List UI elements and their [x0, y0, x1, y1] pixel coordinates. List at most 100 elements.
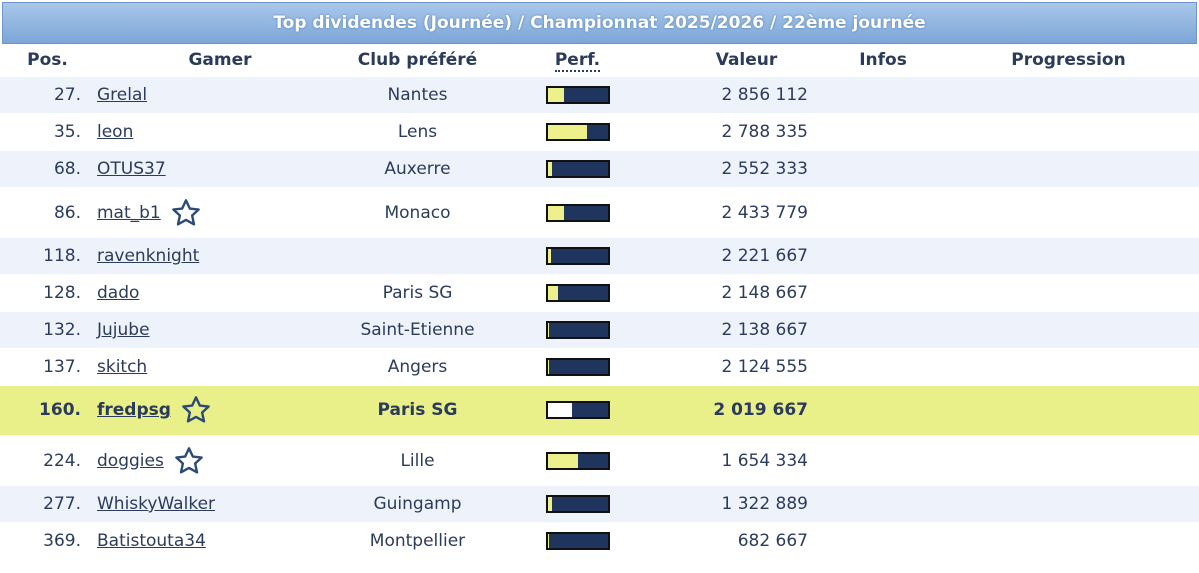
gamer-link[interactable]: doggies [97, 450, 164, 471]
table-row: 128. dado Paris SG 2 148 667 [0, 274, 1199, 312]
infos-cell [828, 522, 938, 560]
perf-bar [545, 247, 610, 265]
col-header-pos: Pos. [27, 50, 68, 70]
favorite-club: Monaco [345, 187, 490, 238]
perf-cell [490, 386, 665, 436]
gamer-link[interactable]: Grelal [97, 85, 148, 105]
perf-bar [545, 451, 610, 470]
gamer-link[interactable]: fredpsg [97, 400, 171, 421]
favorite-club: Lens [345, 113, 490, 151]
perf-bar-fill [547, 162, 553, 176]
perf-bar-fill [547, 453, 578, 468]
perf-cell [490, 485, 665, 523]
gamer-link[interactable]: skitch [97, 357, 148, 378]
gamer-cell: Jujube [95, 311, 345, 349]
gamer-cell: leon [95, 113, 345, 151]
perf-cell [490, 113, 665, 151]
table-row: 224. doggies Lille 1 654 334 [0, 435, 1199, 486]
gamer-link[interactable]: dado [97, 283, 140, 303]
infos-cell [828, 348, 938, 386]
rank-position: 68. [0, 150, 95, 188]
perf-cell [490, 76, 665, 114]
progression-cell [938, 150, 1199, 188]
perf-bar [545, 321, 610, 339]
perf-bar-fill [547, 286, 559, 300]
perf-cell [490, 348, 665, 386]
valeur: 2 124 555 [665, 348, 828, 386]
rank-position: 137. [0, 348, 95, 386]
rank-position: 118. [0, 237, 95, 275]
col-header-gamer: Gamer [188, 50, 252, 70]
favorite-club [345, 237, 490, 275]
gamer-cell: OTUS37 [95, 150, 345, 188]
perf-cell [490, 187, 665, 238]
valeur: 1 322 889 [665, 485, 828, 523]
perf-bar [545, 123, 610, 141]
progression-cell [938, 522, 1199, 560]
gamer-link[interactable]: mat_b1 [97, 202, 161, 223]
gamer-link[interactable]: WhiskyWalker [97, 494, 216, 514]
table-row: 277. WhiskyWalker Guingamp 1 322 889 [0, 485, 1199, 523]
col-header-perf[interactable]: Perf. [554, 50, 601, 72]
progression-cell [938, 485, 1199, 523]
infos-cell [828, 435, 938, 486]
rank-position: 369. [0, 522, 95, 560]
rank-position: 27. [0, 76, 95, 114]
gamer-cell: fredpsg [95, 386, 345, 436]
perf-bar [545, 532, 610, 551]
perf-bar [545, 401, 610, 420]
perf-bar [545, 284, 610, 302]
star-icon [171, 198, 200, 226]
gamer-link[interactable]: OTUS37 [97, 159, 166, 179]
gamer-link[interactable]: leon [97, 122, 134, 142]
favorite-club: Auxerre [345, 150, 490, 188]
ranking-table: Pos. Gamer Club préféré Perf. Valeur Inf… [0, 44, 1199, 560]
valeur: 1 654 334 [665, 435, 828, 486]
perf-bar [545, 203, 610, 222]
progression-cell [938, 386, 1199, 436]
table-row: 118. ravenknight 2 221 667 [0, 237, 1199, 275]
ranking-panel: Top dividendes (Journée) / Championnat 2… [0, 2, 1199, 560]
col-header-club: Club préféré [357, 50, 478, 70]
gamer-cell: doggies [95, 435, 345, 486]
star-icon [182, 396, 210, 423]
rank-position: 160. [39, 400, 81, 421]
star-icon [174, 446, 203, 474]
rank-position: 128. [0, 274, 95, 312]
table-row: 132. Jujube Saint-Etienne 2 138 667 [0, 311, 1199, 349]
perf-cell [490, 274, 665, 312]
table-row: 369. Batistouta34 Montpellier 682 667 [0, 522, 1199, 560]
rank-position: 277. [0, 485, 95, 523]
gamer-link[interactable]: Batistouta34 [97, 531, 206, 552]
perf-cell [490, 435, 665, 486]
table-row: 27. Grelal Nantes 2 856 112 [0, 76, 1199, 114]
perf-bar-fill [547, 88, 565, 102]
table-row: 35. leon Lens 2 788 335 [0, 113, 1199, 151]
progression-cell [938, 237, 1199, 275]
table-row: 68. OTUS37 Auxerre 2 552 333 [0, 150, 1199, 188]
favorite-club: Guingamp [345, 485, 490, 523]
perf-bar [545, 160, 610, 178]
gamer-cell: skitch [95, 348, 345, 386]
valeur: 2 856 112 [665, 76, 828, 114]
gamer-cell: WhiskyWalker [95, 485, 345, 523]
valeur: 2 788 335 [665, 113, 828, 151]
col-header-progression: Progression [1011, 50, 1126, 70]
progression-cell [938, 311, 1199, 349]
progression-cell [938, 435, 1199, 486]
perf-cell [490, 522, 665, 560]
infos-cell [828, 386, 938, 436]
infos-cell [828, 76, 938, 114]
gamer-link[interactable]: ravenknight [97, 246, 200, 266]
gamer-cell: dado [95, 274, 345, 312]
infos-cell [828, 113, 938, 151]
progression-cell [938, 348, 1199, 386]
valeur: 682 667 [665, 522, 828, 560]
perf-bar-fill [547, 497, 553, 511]
gamer-link[interactable]: Jujube [97, 320, 150, 340]
favorite-club: Angers [345, 348, 490, 386]
valeur: 2 138 667 [665, 311, 828, 349]
progression-cell [938, 187, 1199, 238]
valeur: 2 221 667 [665, 237, 828, 275]
rank-position: 224. [0, 435, 95, 486]
